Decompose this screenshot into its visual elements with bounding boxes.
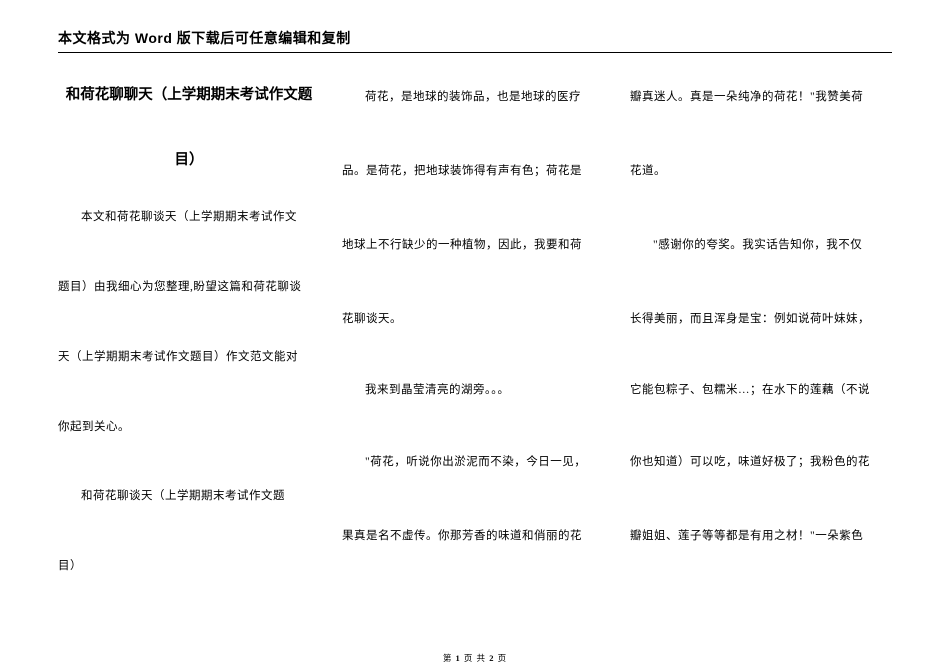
col1-para5: 和荷花聊谈天（上学期期末考试作文题 [58,486,320,508]
col2-para2: 品。是荷花，把地球装饰得有声有色；荷花是 [342,161,608,183]
col2-para1: 荷花，是地球的装饰品，也是地球的医疗 [342,87,608,109]
col1-para4: 你起到关心。 [58,417,320,439]
document-page: 本文格式为 Word 版下载后可任意编辑和复制 和荷花聊聊天（上学期期末考试作文… [0,0,950,672]
document-title-line2: 目） [58,146,320,175]
col2-para4: 花聊谈天。 [342,309,608,331]
col3-para6: 你也知道）可以吃，味道好极了；我粉色的花 [630,452,890,474]
col3-para2: 花道。 [630,161,890,183]
col3-para1: 瓣真迷人。真是一朵纯净的荷花！"我赞美荷 [630,87,890,109]
col2-para7: 果真是名不虚传。你那芳香的味道和俏丽的花 [342,526,608,548]
column-2: 荷花，是地球的装饰品，也是地球的医疗 品。是荷花，把地球装饰得有声有色；荷花是 … [342,81,608,621]
col3-para4: 长得美丽，而且浑身是宝：例如说荷叶妹妹， [630,309,890,331]
col3-para5: 它能包粽子、包糯米…；在水下的莲藕（不说 [630,380,890,402]
footer-prefix: 第 [443,653,456,663]
footer-middle: 页 共 [461,653,489,663]
col2-para6: "荷花，听说你出淤泥而不染，今日一见， [342,452,608,474]
col1-para1: 本文和荷花聊谈天（上学期期末考试作文 [58,207,320,229]
col3-para3: "感谢你的夸奖。我实话告知你，我不仅 [630,235,890,257]
col1-para3: 天（上学期期末考试作文题目）作文范文能对 [58,347,320,369]
column-1: 和荷花聊聊天（上学期期末考试作文题 目） 本文和荷花聊谈天（上学期期末考试作文 … [58,81,320,621]
header-underline: 本文格式为 Word 版下载后可任意编辑和复制 [58,28,892,53]
header-text: 本文格式为 Word 版下载后可任意编辑和复制 [58,28,892,48]
col1-para6: 目） [58,556,320,578]
page-footer: 第 1 页 共 2 页 [0,652,950,664]
column-3: 瓣真迷人。真是一朵纯净的荷花！"我赞美荷 花道。 "感谢你的夸奖。我实话告知你，… [630,81,890,621]
col1-para2: 题目）由我细心为您整理,盼望这篇和荷花聊谈 [58,277,320,299]
col2-para3: 地球上不行缺少的一种植物，因此，我要和荷 [342,235,608,257]
content-columns: 和荷花聊聊天（上学期期末考试作文题 目） 本文和荷花聊谈天（上学期期末考试作文 … [58,81,892,621]
col3-para7: 瓣姐姐、莲子等等都是有用之材！"一朵紫色 [630,526,890,548]
document-title-line1: 和荷花聊聊天（上学期期末考试作文题 [58,81,320,110]
footer-suffix: 页 [494,653,507,663]
col2-para5: 我来到晶莹清亮的湖旁。。。 [342,380,608,402]
